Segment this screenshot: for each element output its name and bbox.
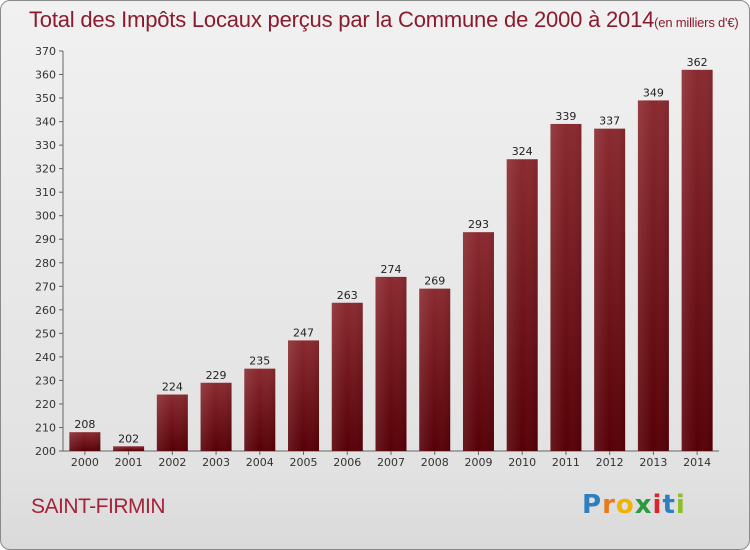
y-tick-label: 240 — [35, 351, 56, 364]
bar-shine — [681, 69, 713, 451]
value-label: 229 — [206, 369, 227, 382]
proxiti-logo: Proxiti — [582, 490, 686, 520]
y-tick-label: 270 — [35, 280, 56, 293]
bar-shine — [375, 276, 407, 451]
x-tick-label: 2012 — [596, 456, 624, 469]
bar-shine — [637, 100, 669, 451]
x-tick-label: 2006 — [333, 456, 361, 469]
commune-name: SAINT-FIRMIN — [31, 495, 166, 518]
logo-letter: x — [634, 490, 653, 520]
x-axis: 2000 2001 2002 2003 2004 2005 2006 2007 2008 2009… — [63, 450, 719, 469]
value-label: 263 — [337, 289, 358, 302]
value-label: 274 — [381, 263, 402, 276]
value-label: 324 — [512, 145, 533, 158]
x-tick-label: 2011 — [552, 456, 580, 469]
value-label: 224 — [162, 381, 183, 394]
y-tick-label: 280 — [35, 257, 56, 270]
value-labels: 208 202 224 229 235 247 263 274 269 293 324 339 337 3… — [74, 56, 707, 445]
bar-shine — [594, 128, 626, 451]
logo-letter: r — [602, 490, 616, 520]
bar-shine — [506, 159, 538, 451]
bar-shine — [288, 340, 320, 451]
bar-shine — [69, 432, 101, 451]
y-tick-label: 230 — [35, 374, 56, 387]
x-tick-label: 2004 — [246, 456, 274, 469]
bar-shine — [419, 288, 451, 451]
y-tick-label: 220 — [35, 398, 56, 411]
y-tick-label: 340 — [35, 116, 56, 129]
x-tick-label: 2005 — [290, 456, 318, 469]
value-label: 208 — [74, 418, 95, 431]
chart-title-text: Total des Impôts Locaux perçus par la Co… — [29, 7, 655, 32]
y-tick-label: 330 — [35, 139, 56, 152]
bar-shine — [462, 232, 494, 451]
x-tick-label: 2013 — [639, 456, 667, 469]
y-tick-label: 350 — [35, 92, 56, 105]
x-tick-label: 2003 — [202, 456, 230, 469]
x-tick-label: 2000 — [71, 456, 99, 469]
logo-letter: i — [675, 490, 686, 520]
y-tick-label: 200 — [35, 445, 56, 458]
y-tick-label: 360 — [35, 69, 56, 82]
x-tick-label: 2008 — [421, 456, 449, 469]
chart-title: Total des Impôts Locaux perçus par la Co… — [29, 7, 739, 33]
logo-letter: o — [615, 490, 635, 520]
y-tick-label: 320 — [35, 163, 56, 176]
x-tick-label: 2010 — [508, 456, 536, 469]
bars — [69, 69, 713, 452]
value-label: 293 — [468, 218, 489, 231]
logo-letter: P — [582, 490, 603, 520]
bar-shine — [156, 394, 188, 451]
x-tick-label: 2014 — [683, 456, 711, 469]
value-label: 362 — [687, 56, 708, 69]
y-tick-label: 370 — [35, 45, 56, 58]
bar-shine — [550, 123, 582, 452]
logo-letter: i — [652, 490, 663, 520]
y-tick-label: 290 — [35, 233, 56, 246]
x-tick-label: 2007 — [377, 456, 405, 469]
y-tick-label: 300 — [35, 210, 56, 223]
bar-shine — [244, 368, 276, 451]
y-tick-label: 250 — [35, 327, 56, 340]
logo-letter: t — [662, 490, 676, 520]
y-tick-label: 310 — [35, 186, 56, 199]
bar-shine — [200, 382, 232, 451]
value-label: 349 — [643, 86, 664, 99]
x-tick-label: 2001 — [115, 456, 143, 469]
y-axis: 200 210 220 230 240 250 260 270 280 290 300 310 320 3… — [35, 45, 64, 458]
y-tick-label: 210 — [35, 421, 56, 434]
x-tick-label: 2002 — [158, 456, 186, 469]
bar-shine — [113, 446, 145, 451]
value-label: 339 — [555, 110, 576, 123]
bar-shine — [331, 302, 363, 451]
unit-note: (en milliers d'€) — [654, 15, 739, 30]
value-label: 235 — [249, 355, 270, 368]
value-label: 337 — [599, 115, 620, 128]
value-label: 202 — [118, 432, 139, 445]
x-tick-label: 2009 — [464, 456, 492, 469]
value-label: 247 — [293, 326, 314, 339]
y-tick-label: 260 — [35, 304, 56, 317]
value-label: 269 — [424, 275, 445, 288]
